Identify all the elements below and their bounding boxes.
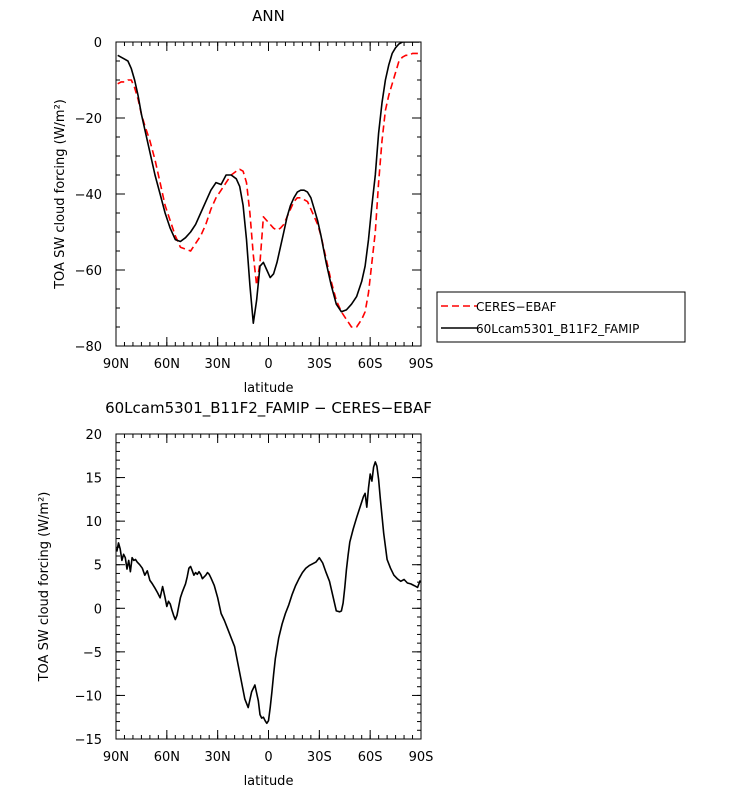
series-line-1 (117, 42, 420, 324)
x-tick-label: 0 (264, 357, 272, 372)
series-line-0 (116, 461, 421, 725)
y-tick-label: −20 (75, 112, 102, 127)
x-axis-title: latitude (244, 381, 294, 396)
chart-title: 60Lcam5301_B11F2_FAMIP − CERES−EBAF (105, 399, 432, 418)
legend-label: 60Lcam5301_B11F2_FAMIP (476, 322, 639, 336)
difference-plot: 90N 60N 30N 0 30S 60S 90S 20 15 10 5 0 −5 −10 −15 60Lca… (37, 399, 433, 789)
y-tick-label: −15 (75, 733, 102, 748)
y-axis-title: TOA SW cloud forcing (W/m²) (37, 492, 52, 683)
x-tick-label: 60N (154, 357, 180, 372)
y-tick-label: 10 (85, 515, 102, 530)
y-tick-label: −40 (75, 188, 102, 203)
y-tick-label: −10 (75, 689, 102, 704)
series-line-0 (117, 52, 420, 328)
plot-frame (115, 41, 422, 347)
plot-frame (115, 433, 422, 740)
y-tick-label: −5 (83, 646, 102, 661)
x-tick-label: 30S (307, 750, 332, 765)
top-plot: 90N 60N 30N 0 30S 60S 90S 0 −20 −40 −60 −80 ANN latit… (53, 7, 686, 396)
x-tick-label: 90S (409, 357, 434, 372)
y-tick-label: 0 (94, 602, 102, 617)
y-tick-label: −80 (75, 340, 102, 355)
x-tick-label: 90S (409, 750, 434, 765)
x-tick-label: 0 (264, 750, 272, 765)
x-tick-label: 60N (154, 750, 180, 765)
x-tick-label: 30N (205, 750, 231, 765)
x-tick-label: 60S (358, 750, 383, 765)
y-axis-title: TOA SW cloud forcing (W/m²) (53, 99, 68, 290)
x-tick-label: 90N (103, 357, 129, 372)
y-tick-label: 0 (94, 36, 102, 51)
legend-box (436, 291, 686, 343)
chart-title: ANN (252, 7, 285, 25)
x-tick-label: 60S (358, 357, 383, 372)
y-tick-label: −60 (75, 264, 102, 279)
x-tick-label: 30S (307, 357, 332, 372)
x-tick-label: 30N (205, 357, 231, 372)
y-tick-label: 5 (94, 559, 102, 574)
y-tick-label: 15 (85, 472, 102, 487)
x-axis-title: latitude (244, 774, 294, 789)
y-tick-label: 20 (85, 428, 102, 443)
legend-label: CERES−EBAF (476, 300, 557, 314)
x-tick-label: 90N (103, 750, 129, 765)
